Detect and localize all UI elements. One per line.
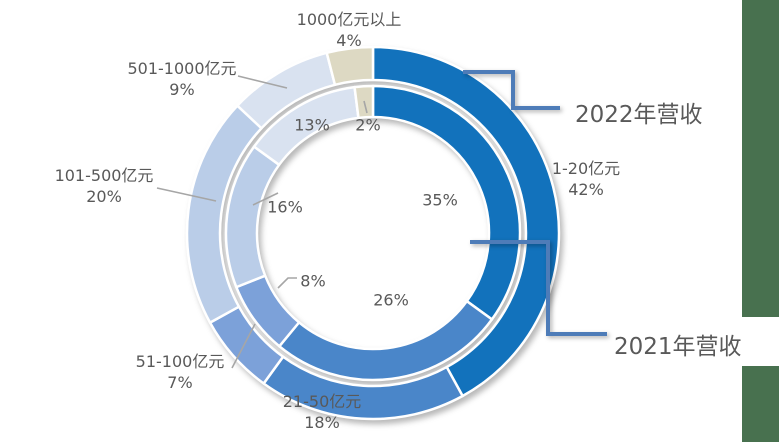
- sidebar-accent-top: [742, 0, 779, 317]
- leader-101-500: [156, 187, 217, 202]
- label-501-1000: 501-1000亿元 9%: [127, 58, 236, 100]
- label-1-20-pct: 42%: [568, 180, 604, 199]
- label-1000-plus-name: 1000亿元以上: [296, 10, 402, 29]
- label-21-50: 21-50亿元 18%: [283, 391, 362, 433]
- label-1000-plus-pct: 4%: [336, 31, 362, 50]
- sidebar-accent-bottom: [742, 366, 779, 442]
- label-101-500-pct: 20%: [86, 187, 122, 206]
- label-51-100-pct: 7%: [167, 373, 193, 392]
- leader-16pct: [252, 192, 279, 206]
- series-label-2021: 2021年营收: [614, 334, 742, 360]
- donut-rings: [185, 45, 561, 421]
- inner-label-13: 13%: [294, 115, 330, 135]
- label-501-1000-pct: 9%: [169, 80, 195, 99]
- leader-501-1000: [237, 75, 288, 89]
- label-21-50-name: 21-50亿元: [282, 392, 362, 411]
- label-51-100: 51-100亿元 7%: [136, 351, 225, 393]
- label-501-1000-name: 501-1000亿元: [127, 59, 237, 78]
- callout-bracket-2021: [470, 240, 607, 336]
- label-21-50-pct: 18%: [304, 413, 340, 432]
- label-51-100-name: 51-100亿元: [135, 352, 225, 371]
- series-label-2022: 2022年营收: [575, 102, 703, 128]
- callout-brackets: [463, 70, 607, 336]
- inner-label-8: 8%: [300, 271, 326, 291]
- label-101-500: 101-500亿元 20%: [55, 165, 154, 207]
- leader-51-100: [231, 323, 256, 369]
- inner-label-16: 16%: [267, 197, 303, 217]
- wedge-outer-1000亿元以上: [325, 45, 375, 87]
- inner-label-35: 35%: [422, 190, 458, 210]
- inner-label-2: 2%: [355, 115, 381, 135]
- label-1-20: 1-20亿元 42%: [552, 158, 620, 200]
- leader-8pct: [277, 277, 297, 289]
- leader-lines: [156, 75, 368, 369]
- label-1-20-name: 1-20亿元: [551, 159, 621, 178]
- inner-label-26: 26%: [373, 290, 409, 310]
- callout-bracket-2022: [463, 70, 560, 110]
- label-101-500-name: 101-500亿元: [54, 166, 154, 185]
- leader-2pct: [363, 100, 368, 114]
- label-1000-plus: 1000亿元以上 4%: [297, 9, 402, 51]
